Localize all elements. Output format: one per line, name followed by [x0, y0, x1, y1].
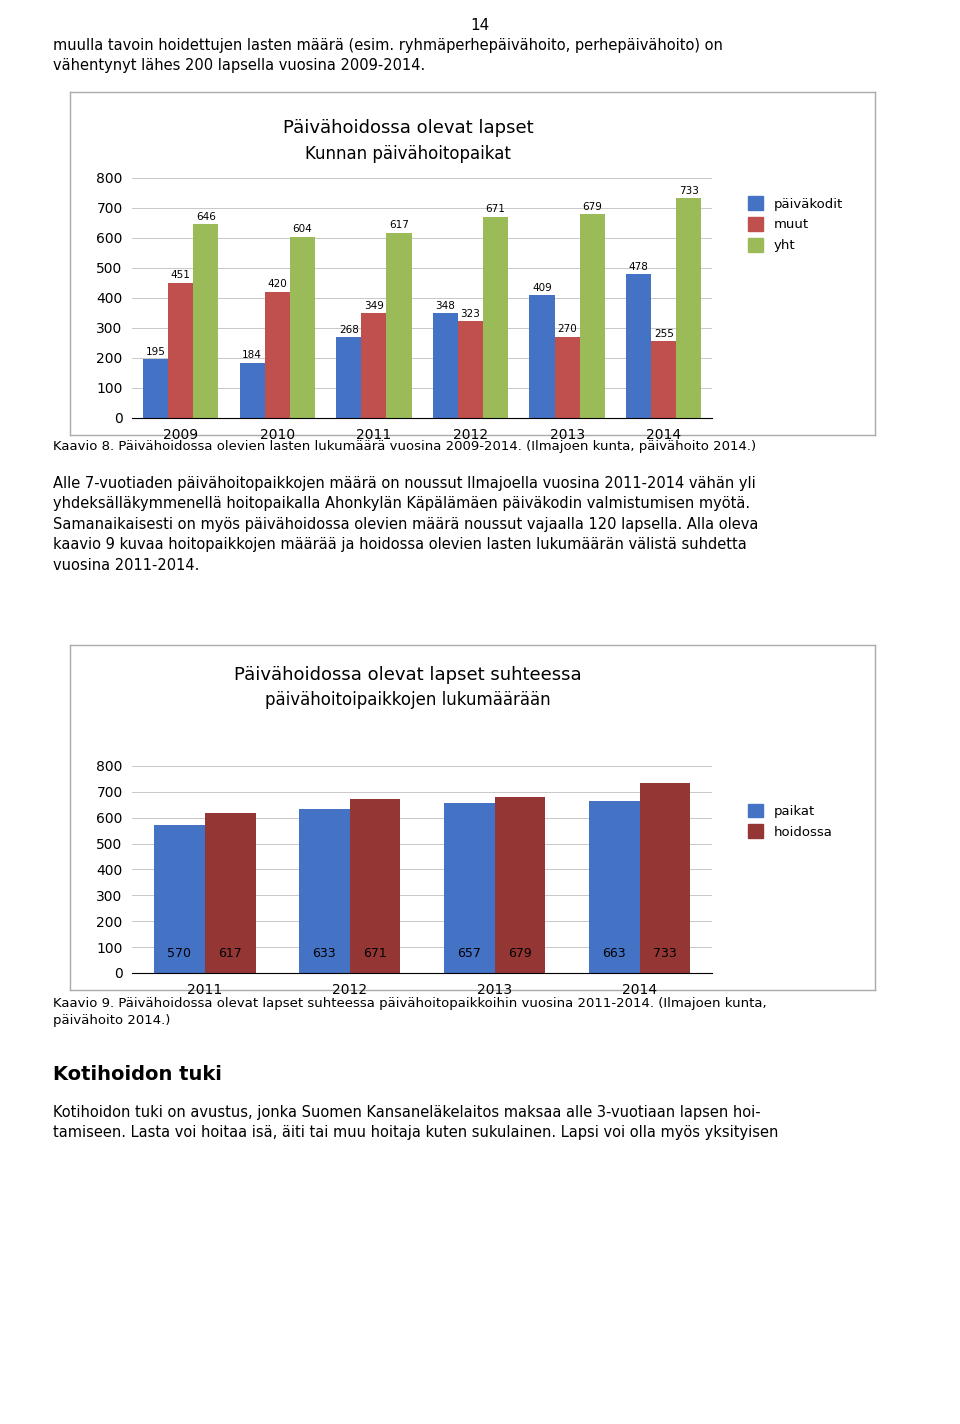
Text: 255: 255 [654, 329, 674, 339]
Bar [193, 224, 218, 417]
Text: 195: 195 [146, 347, 165, 357]
Text: 604: 604 [293, 224, 312, 234]
Bar [240, 363, 265, 417]
Bar [651, 342, 676, 417]
Text: 268: 268 [339, 325, 359, 335]
Bar [626, 275, 651, 417]
Text: 679: 679 [508, 947, 532, 960]
Text: 409: 409 [532, 283, 552, 293]
Text: 617: 617 [218, 947, 242, 960]
Bar [555, 337, 580, 417]
Text: 14: 14 [470, 19, 490, 33]
Bar [433, 313, 458, 417]
Text: Päivähoidossa olevat lapset: Päivähoidossa olevat lapset [283, 120, 534, 138]
Text: Alle 7-vuotiaden päivähoitopaikkojen määrä on noussut Ilmajoella vuosina 2011-20: Alle 7-vuotiaden päivähoitopaikkojen mää… [53, 476, 758, 572]
Text: 671: 671 [363, 947, 387, 960]
Bar [155, 826, 204, 973]
Text: 478: 478 [629, 262, 649, 272]
Text: Kotihoidon tuki on avustus, jonka Suomen Kansaneläkelaitos maksaa alle 3-vuotiaa: Kotihoidon tuki on avustus, jonka Suomen… [53, 1105, 779, 1141]
Bar [204, 813, 255, 973]
Bar [299, 809, 349, 973]
Legend: paikat, hoidossa: paikat, hoidossa [748, 803, 833, 839]
Text: 679: 679 [583, 202, 602, 212]
Bar [676, 198, 702, 417]
Text: Päivähoidossa olevat lapset suhteessa: Päivähoidossa olevat lapset suhteessa [234, 665, 582, 684]
Text: muulla tavoin hoidettujen lasten määrä (esim. ryhmäperhepäivähoito, perhepäiväho: muulla tavoin hoidettujen lasten määrä (… [53, 38, 723, 73]
Text: 657: 657 [457, 947, 481, 960]
Bar [444, 803, 494, 973]
Text: Kaavio 8. Päivähoidossa olevien lasten lukumäärä vuosina 2009-2014. (Ilmajoen ku: Kaavio 8. Päivähoidossa olevien lasten l… [53, 440, 756, 453]
Text: 733: 733 [653, 947, 677, 960]
Text: 633: 633 [313, 947, 336, 960]
Bar [580, 214, 605, 417]
Bar [387, 232, 412, 417]
Text: 348: 348 [436, 300, 455, 310]
Text: 349: 349 [364, 300, 384, 310]
Text: 646: 646 [196, 212, 216, 222]
Bar [639, 783, 690, 973]
Bar [168, 282, 193, 417]
Text: 451: 451 [171, 271, 191, 281]
Text: 570: 570 [167, 947, 191, 960]
Text: 323: 323 [461, 309, 480, 319]
Bar [361, 313, 387, 417]
Text: 184: 184 [242, 350, 262, 360]
Bar [290, 236, 315, 417]
Bar [336, 337, 361, 417]
Bar [483, 216, 508, 417]
Text: Kotihoidon tuki: Kotihoidon tuki [53, 1065, 222, 1084]
Text: 733: 733 [679, 185, 699, 195]
Text: 420: 420 [268, 279, 287, 289]
Bar [349, 799, 400, 973]
Bar [529, 295, 555, 417]
Bar [458, 320, 483, 417]
Bar [143, 359, 168, 417]
Bar [494, 797, 545, 973]
Text: 617: 617 [389, 221, 409, 231]
Bar [588, 802, 639, 973]
Text: 663: 663 [602, 947, 626, 960]
Bar [265, 292, 290, 417]
Text: Kaavio 9. Päivähoidossa olevat lapset suhteessa päivähoitopaikkoihin vuosina 201: Kaavio 9. Päivähoidossa olevat lapset su… [53, 997, 766, 1027]
Text: Kunnan päivähoitopaikat: Kunnan päivähoitopaikat [305, 145, 511, 164]
Text: 270: 270 [557, 325, 577, 335]
Text: päivähoitoipaikkojen lukumäärään: päivähoitoipaikkojen lukumäärään [265, 691, 551, 709]
Legend: päiväkodit, muut, yht: päiväkodit, muut, yht [748, 197, 843, 252]
Text: 671: 671 [486, 204, 506, 214]
